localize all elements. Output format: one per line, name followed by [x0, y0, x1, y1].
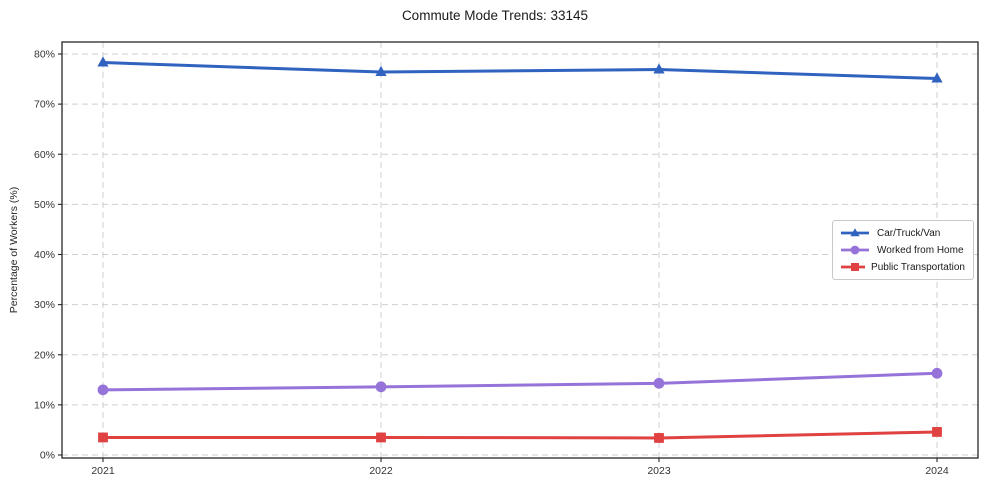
car-truck-van-line [101, 61, 939, 81]
legend: Car/Truck/Van Worked from Home Public Tr… [832, 220, 974, 280]
worked-from-home-line-circle-marker-icon [841, 245, 869, 255]
square-marker-icon [376, 432, 386, 443]
legend-label-car-truck-van: Car/Truck/Van [877, 227, 941, 239]
legend-item-car-truck-van: Car/Truck/Van [839, 227, 965, 239]
circle-marker-icon [653, 377, 665, 389]
x-tick-label: 2021 [91, 465, 115, 477]
public-transportation-line [101, 430, 939, 440]
legend-item-public-transportation: Public Transportation [839, 261, 965, 273]
square-marker-icon [654, 433, 664, 443]
y-tick-label: 0% [40, 450, 55, 462]
y-tick-label: 70% [34, 99, 55, 111]
square-marker-icon [932, 427, 942, 437]
legend-item-worked-from-home: Worked from Home [839, 244, 965, 256]
y-tick-label: 40% [34, 249, 55, 261]
legend-circle [850, 245, 860, 255]
y-tick-label: 60% [34, 149, 55, 161]
triangle-marker-icon [375, 65, 387, 77]
axis-ticks [58, 53, 938, 462]
legend-label-public-transportation: Public Transportation [871, 261, 965, 273]
worked-from-home-line [101, 371, 939, 392]
plot-border [61, 41, 979, 459]
series-worked-from-home [97, 367, 943, 396]
chart-title: Commute Mode Trends: 33145 [401, 8, 589, 23]
car-truck-van-line-triangle-marker-icon [841, 228, 869, 237]
triangle-marker-icon [931, 72, 943, 83]
gridlines [62, 42, 978, 458]
public-transportation-line-square-marker-icon [841, 263, 866, 271]
y-tick-label: 80% [34, 49, 55, 61]
y-tick-label: 20% [34, 349, 55, 361]
x-tick-label: 2022 [369, 465, 393, 477]
circle-marker-icon [375, 381, 387, 393]
y-tick-label: 30% [34, 299, 55, 311]
legend-label-worked-from-home: Worked from Home [877, 244, 964, 256]
x-tick-label: 2024 [925, 465, 949, 477]
y-tick-label: 10% [34, 399, 55, 411]
x-tick-label: 2023 [647, 465, 671, 477]
y-tick-label: 50% [34, 199, 55, 211]
circle-marker-icon [931, 367, 943, 379]
series-car-truck-van [97, 56, 943, 83]
series-public-transportation [98, 427, 942, 443]
circle-marker-icon [97, 384, 109, 396]
legend-square [851, 263, 859, 271]
triangle-marker-icon [97, 56, 109, 67]
legend-triangle [850, 228, 860, 237]
square-marker-icon [98, 432, 108, 443]
triangle-marker-icon [653, 63, 665, 74]
